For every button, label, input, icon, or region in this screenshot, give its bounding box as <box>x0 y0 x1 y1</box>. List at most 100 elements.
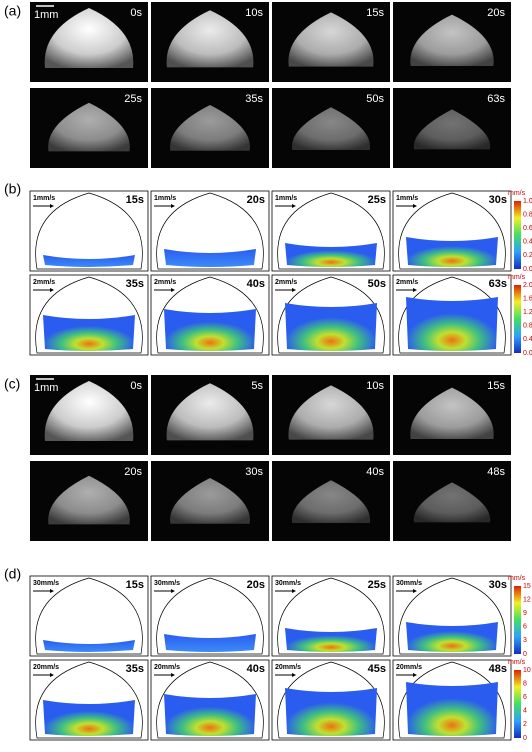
time-label: 25s <box>368 579 386 591</box>
arrow-head <box>171 589 175 593</box>
colorbar <box>514 201 521 269</box>
droplet <box>413 109 491 150</box>
scale-bar-label: 1mm <box>34 382 58 394</box>
velocity-scale-label: 30mm/s <box>275 580 301 587</box>
velocity-field <box>43 700 135 736</box>
time-label: 35s <box>126 663 144 675</box>
velocity-field <box>164 309 256 351</box>
colorbar-tick-label: 9 <box>523 610 527 617</box>
droplet-outline <box>398 661 506 739</box>
time-label: 15s <box>366 7 384 19</box>
time-label: 30s <box>245 466 263 478</box>
velocity-field <box>43 255 135 267</box>
panel-label: (a) <box>4 3 21 19</box>
velocity-scale-label: 30mm/s <box>154 580 180 587</box>
arrow-head <box>413 673 417 677</box>
time-label: 35s <box>245 93 263 105</box>
arrow-head <box>50 673 54 677</box>
velocity-field <box>43 315 135 351</box>
velocity-scale-label: 2mm/s <box>396 279 418 286</box>
droplet-outline <box>277 192 385 270</box>
colorbar-tick-label: 3 <box>523 637 527 644</box>
velocity-field <box>285 303 377 351</box>
droplet <box>166 383 254 441</box>
colorbar-tick-label: 1.2 <box>523 309 532 316</box>
time-label: 48s <box>487 466 505 478</box>
droplet <box>44 381 134 441</box>
velocity-scale-label: 2mm/s <box>154 279 176 286</box>
velocity-field <box>164 694 256 736</box>
time-label: 30s <box>489 579 507 591</box>
time-label: 63s <box>489 278 507 290</box>
time-label: 50s <box>366 93 384 105</box>
colorbar-tick-label: 12 <box>523 596 531 603</box>
droplet <box>44 8 134 68</box>
time-label: 35s <box>126 278 144 290</box>
droplet <box>288 12 374 67</box>
colorbar-tick-label: 6 <box>523 624 527 631</box>
colorbar-tick-label: 4 <box>523 708 527 715</box>
time-label: 63s <box>487 93 505 105</box>
droplet-outline <box>35 192 143 270</box>
velocity-scale-label: 30mm/s <box>396 580 422 587</box>
velocity-field <box>164 634 256 652</box>
velocity-scale-label: 2mm/s <box>275 279 297 286</box>
velocity-scale-label: 20mm/s <box>33 664 59 671</box>
droplet-outline <box>277 577 385 655</box>
colorbar-tick-label: 0 <box>523 651 527 658</box>
arrow-head <box>171 673 175 677</box>
colorbar-tick-label: 0.0 <box>523 266 532 273</box>
droplet-outline <box>277 276 385 354</box>
time-label: 0s <box>130 7 142 19</box>
colorbar-unit: mm/s <box>508 274 526 281</box>
velocity-scale-label: 20mm/s <box>154 664 180 671</box>
arrow-head <box>413 589 417 593</box>
droplet-outline <box>156 276 264 354</box>
velocity-scale-label: 20mm/s <box>275 664 301 671</box>
time-label: 20s <box>487 7 505 19</box>
colorbar-tick-label: 0 <box>523 735 527 742</box>
velocity-field <box>285 688 377 736</box>
colorbar-unit: mm/s <box>508 190 526 197</box>
time-label: 48s <box>489 663 507 675</box>
time-label: 40s <box>366 466 384 478</box>
colorbar-tick-label: 0.0 <box>523 350 532 357</box>
time-label: 20s <box>247 194 265 206</box>
arrow-head <box>292 288 296 292</box>
time-label: 15s <box>126 579 144 591</box>
colorbar-tick-label: 0.4 <box>523 336 532 343</box>
panel-label: (c) <box>4 376 20 392</box>
velocity-field <box>164 249 256 267</box>
velocity-scale-label: 30mm/s <box>33 580 59 587</box>
droplet-outline <box>156 192 264 270</box>
time-label: 5s <box>251 380 263 392</box>
time-label: 40s <box>247 663 265 675</box>
time-label: 25s <box>124 93 142 105</box>
velocity-scale-label: 2mm/s <box>33 279 55 286</box>
colorbar-tick-label: 0.6 <box>523 225 532 232</box>
colorbar-unit: mm/s <box>508 575 526 582</box>
velocity-field <box>406 682 498 736</box>
colorbar-tick-label: 0.2 <box>523 252 532 259</box>
colorbar-tick-label: 2 <box>523 721 527 728</box>
colorbar-tick-label: 2.0 <box>523 282 532 289</box>
droplet-outline <box>35 577 143 655</box>
time-label: 15s <box>487 380 505 392</box>
droplet-outline <box>398 192 506 270</box>
colorbar-tick-label: 6 <box>523 694 527 701</box>
arrow-head <box>50 288 54 292</box>
time-label: 20s <box>124 466 142 478</box>
droplet <box>291 107 371 151</box>
droplet <box>288 385 374 440</box>
droplet-outline <box>35 661 143 739</box>
droplet-outline <box>156 661 264 739</box>
droplet <box>291 480 371 524</box>
scale-bar-label: 1mm <box>34 9 58 21</box>
velocity-field <box>406 622 498 652</box>
time-label: 25s <box>368 194 386 206</box>
panel-label: (b) <box>4 181 21 197</box>
colorbar <box>514 586 521 654</box>
colorbar <box>514 670 521 738</box>
time-label: 0s <box>130 380 142 392</box>
